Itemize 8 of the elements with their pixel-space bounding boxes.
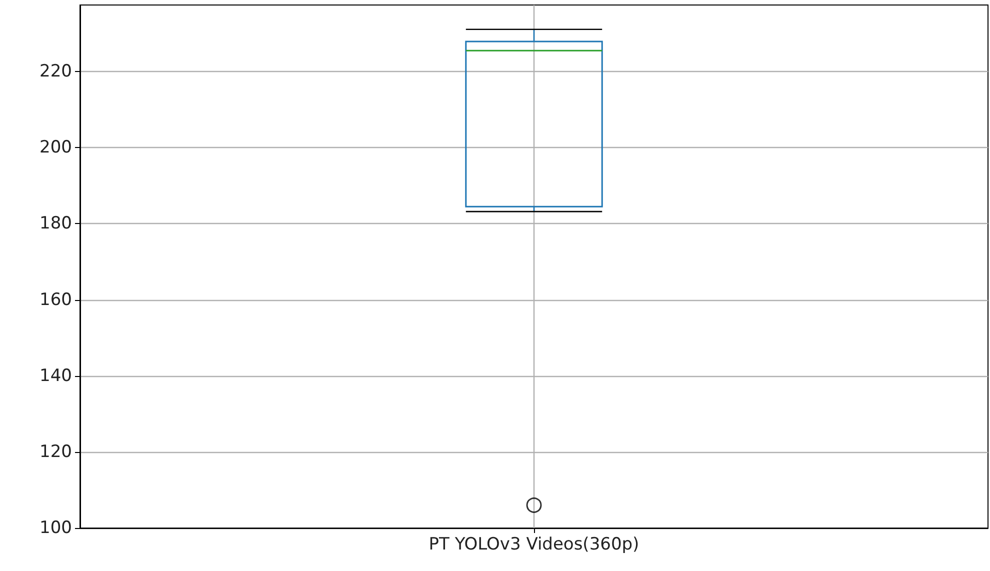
y-tick-label: 200 — [40, 138, 72, 158]
y-tick-label: 140 — [40, 366, 72, 386]
y-tick-label: 220 — [40, 62, 72, 82]
y-tick-label: 120 — [40, 442, 72, 462]
y-tick-label: 180 — [40, 214, 72, 234]
x-tick-label: PT YOLOv3 Videos(360p) — [428, 534, 640, 554]
y-tick-label: 160 — [40, 290, 72, 310]
y-tick-label: 100 — [40, 518, 72, 538]
